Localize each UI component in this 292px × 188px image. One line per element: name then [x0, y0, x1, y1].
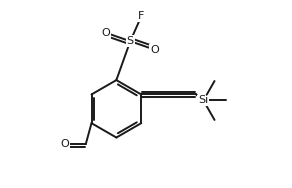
Text: F: F: [138, 11, 145, 21]
Text: Si: Si: [198, 96, 208, 105]
Text: O: O: [60, 139, 69, 149]
Text: O: O: [150, 45, 159, 55]
Text: O: O: [102, 28, 111, 38]
Text: S: S: [127, 36, 134, 46]
